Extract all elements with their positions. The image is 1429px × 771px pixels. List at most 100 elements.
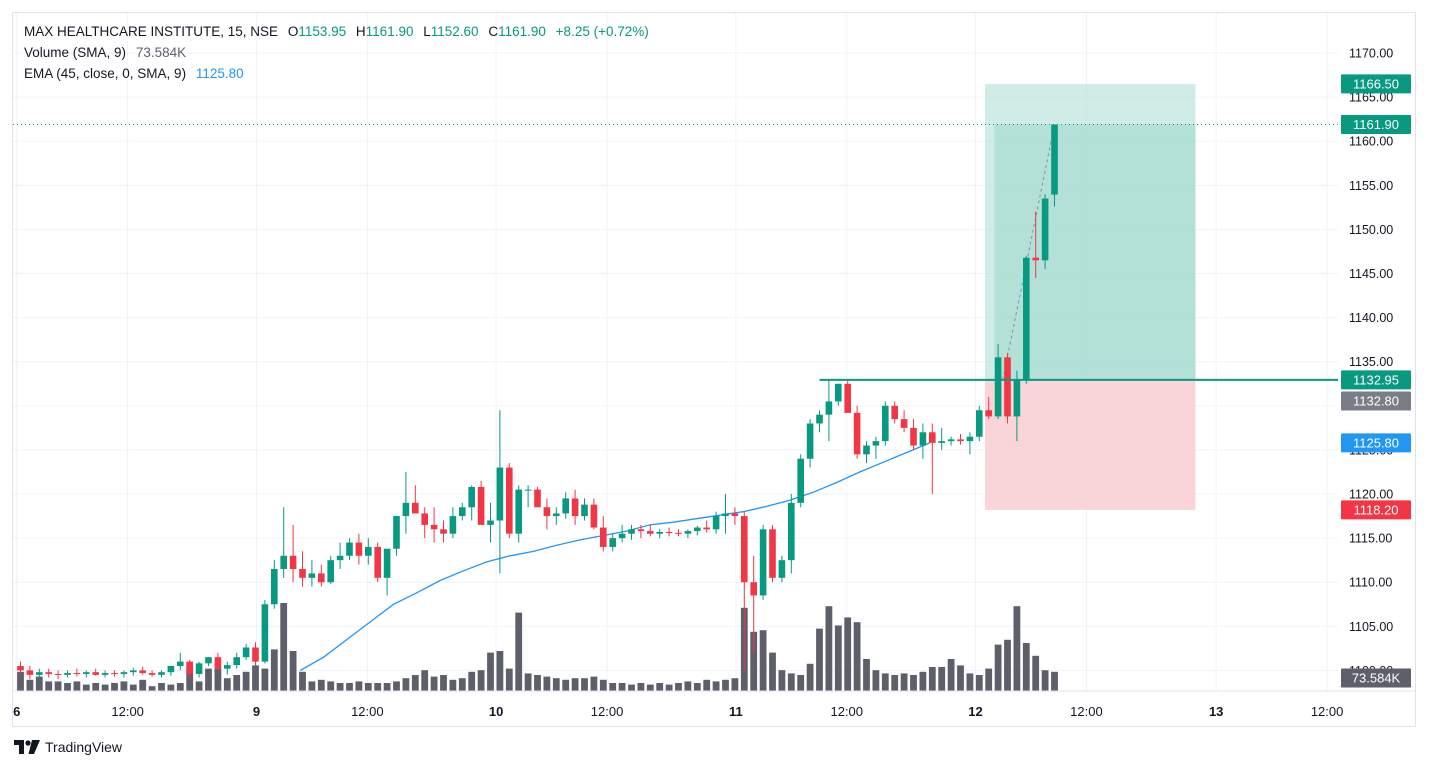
symbol-title[interactable]: MAX HEALTHCARE INSTITUTE, 15, NSE (24, 24, 279, 39)
ema-indicator-label: EMA (45, close, 0, SMA, 9) (24, 66, 187, 81)
x-tick-label: 10 (489, 704, 503, 719)
volume-bar (571, 678, 579, 691)
candle-body (788, 502, 795, 561)
volume-bar (628, 684, 635, 691)
volume-bar (928, 667, 936, 691)
volume-bar (1051, 671, 1058, 691)
candle-body (1004, 357, 1011, 417)
volume-bar (148, 686, 156, 691)
volume-bar (26, 679, 34, 691)
ohlc-legend: MAX HEALTHCARE INSTITUTE, 15, NSE O1153.… (24, 22, 655, 42)
volume-bar (1032, 655, 1040, 691)
candle-body (853, 412, 861, 455)
close-value: 1161.90 (498, 24, 546, 39)
candle-body (703, 527, 710, 530)
entry-price-tag-text: 1132.95 (1353, 372, 1399, 387)
volume-bar (440, 675, 447, 691)
volume-bar (242, 671, 250, 691)
volume-legend[interactable]: Volume (SMA, 9) 73.584K (24, 43, 192, 63)
volume-bar (167, 684, 175, 691)
candle-body (515, 489, 522, 534)
volume-bar (975, 675, 983, 691)
volume-bar (1013, 606, 1021, 691)
candle-body (1013, 379, 1021, 417)
candle-body (402, 502, 410, 517)
chart-frame[interactable]: 1100.001105.001110.001115.001120.001125.… (12, 12, 1416, 727)
price-chart[interactable]: 1100.001105.001110.001115.001120.001125.… (13, 13, 1415, 726)
candle-body (1041, 198, 1049, 261)
previous-close-tag (1341, 391, 1411, 411)
candle-body (910, 427, 917, 446)
volume-bar (223, 678, 231, 691)
volume-bar (233, 675, 241, 691)
candle-body (73, 673, 81, 675)
candle-body (957, 439, 964, 442)
candle-body (825, 401, 833, 415)
volume-bar (806, 663, 814, 691)
candle-body (938, 441, 945, 443)
volume-bar (656, 683, 664, 691)
tradingview-logo-text: TradingView (45, 739, 123, 755)
candle-body (496, 467, 504, 521)
target-price-tag-text: 1166.50 (1353, 77, 1399, 92)
volume-bar (205, 668, 212, 691)
y-tick-label: 1120.00 (1349, 488, 1393, 502)
candle-body (844, 383, 851, 413)
volume-bar (722, 679, 729, 691)
candle-body (459, 507, 466, 517)
candle-body (186, 661, 193, 674)
x-tick-label: 12:00 (111, 704, 144, 719)
ema-legend[interactable]: EMA (45, close, 0, SMA, 9) 1125.80 (24, 64, 250, 84)
y-tick-label: 1105.00 (1349, 620, 1393, 634)
tradingview-logo[interactable]: TradingView (14, 739, 122, 755)
candle-body (365, 546, 372, 556)
candle-body (609, 538, 616, 547)
volume-bar (552, 678, 560, 691)
open-value: 1153.95 (298, 24, 347, 39)
y-tick-label: 1160.00 (1349, 135, 1393, 149)
candle-body (308, 573, 316, 578)
volume-bar (468, 671, 476, 691)
x-tick-label: 6 (13, 704, 20, 719)
volume-indicator-value: 73.584K (135, 45, 187, 60)
candle-body (1032, 257, 1039, 261)
volume-bar (120, 681, 128, 691)
candle-body (195, 663, 203, 674)
candle-body (647, 531, 654, 534)
volume-bar (534, 675, 541, 691)
ema-price-tag (1341, 433, 1411, 453)
volume-bar (505, 668, 513, 691)
candle-body (477, 486, 485, 525)
candle-body (731, 513, 739, 517)
volume-bar (778, 670, 786, 691)
volume-bar (863, 659, 870, 691)
candle-body (233, 657, 240, 666)
candle-body (863, 445, 870, 455)
volume-bar (54, 681, 62, 691)
volume-bar (684, 681, 692, 691)
candle-body (261, 604, 269, 662)
volume-bar (1041, 670, 1049, 691)
volume-bar (872, 670, 880, 691)
volume-bar (176, 683, 184, 691)
candle-body (806, 423, 814, 459)
candle-body (835, 383, 842, 402)
volume-bar (477, 670, 485, 691)
y-tick-label: 1145.00 (1349, 267, 1393, 281)
y-tick-label: 1150.00 (1349, 223, 1393, 237)
candle-body (571, 498, 579, 517)
high-label: H (355, 24, 366, 39)
candle-body (675, 532, 682, 534)
candle-body (694, 527, 701, 532)
candle-body (242, 647, 250, 658)
volume-bar (665, 684, 673, 691)
volume-bar (35, 676, 43, 691)
volume-bar (1022, 643, 1030, 691)
volume-bar (139, 679, 147, 691)
candle-body (976, 410, 983, 437)
volume-bar (562, 679, 570, 691)
candle-body (534, 489, 541, 508)
volume-bar (731, 678, 739, 691)
volume-bar (374, 683, 382, 691)
candle-body (224, 665, 231, 669)
